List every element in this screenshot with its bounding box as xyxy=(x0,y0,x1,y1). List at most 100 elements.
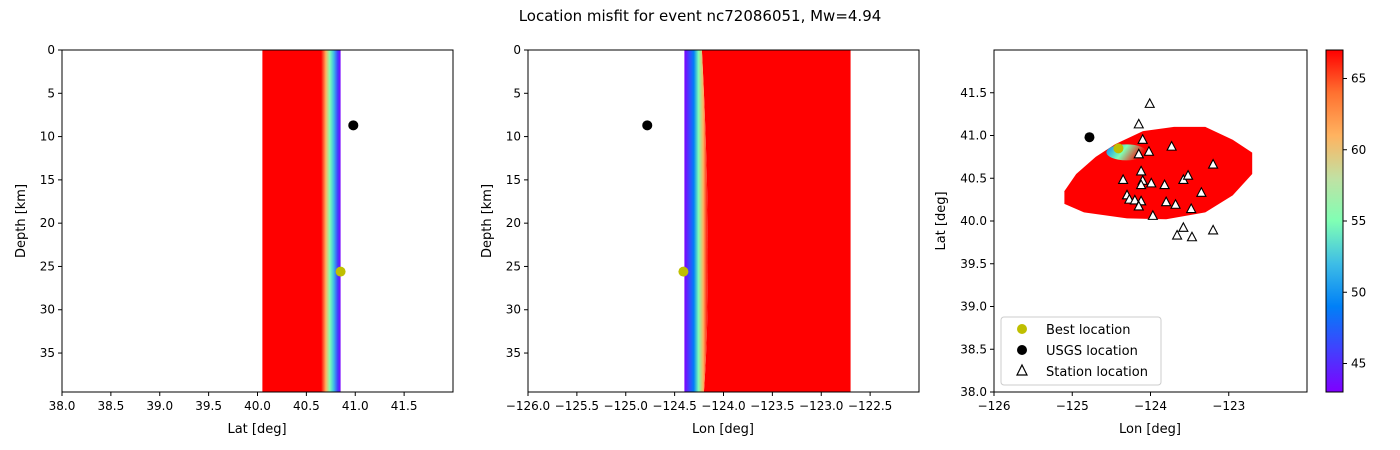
x-axis-ticks: −126.0 −125.5 −125.0 −124.5 −124.0 −123.5 −123… xyxy=(506,392,892,413)
misfit-gradient-band xyxy=(684,50,708,392)
y-tick-label: 40.5 xyxy=(960,171,987,185)
misfit-field-red xyxy=(701,50,851,392)
x-tick-label: −126 xyxy=(978,399,1011,413)
y-axis-ticks: 38.0 38.5 39.0 39.5 40.0 40.5 41.0 41.5 xyxy=(960,86,994,399)
colorbar-tick-label: 65 xyxy=(1351,72,1366,86)
x-axis-label: Lat [deg] xyxy=(227,422,286,437)
station-marker xyxy=(1145,177,1157,188)
y-tick-label: 39.5 xyxy=(960,257,987,271)
station-marker xyxy=(1133,148,1145,159)
x-tick-label: −125 xyxy=(1056,399,1089,413)
y-tick-label: 41.5 xyxy=(960,86,987,100)
colorbar-ticks: 45 50 55 60 65 xyxy=(1343,72,1366,371)
x-axis-label: Lon [deg] xyxy=(692,422,754,437)
misfit-field-lat-depth xyxy=(262,50,341,392)
x-tick-label: −123.0 xyxy=(799,399,843,413)
y-tick-label: 35 xyxy=(506,346,521,360)
x-tick-label: 38.0 xyxy=(49,399,76,413)
misfit-gradient-band xyxy=(321,50,341,392)
station-marker xyxy=(1143,145,1155,156)
station-marker xyxy=(1177,221,1189,232)
x-tick-label: −124 xyxy=(1134,399,1167,413)
y-tick-label: 40.0 xyxy=(960,214,987,228)
colorbar-tick-label: 55 xyxy=(1351,214,1366,228)
best-location-marker xyxy=(1113,143,1124,154)
y-tick-label: 41.0 xyxy=(960,129,987,143)
misfit-field-lon-depth xyxy=(684,50,851,392)
station-marker xyxy=(1117,173,1129,185)
station-markers xyxy=(1117,97,1219,242)
x-axis-label: Lon [deg] xyxy=(1119,422,1181,437)
station-marker xyxy=(1137,133,1149,144)
y-tick-label: 15 xyxy=(506,173,521,187)
station-marker xyxy=(1159,178,1170,190)
y-tick-label: 10 xyxy=(40,130,55,144)
colorbar-tick-label: 50 xyxy=(1351,285,1366,299)
x-tick-label: −124.5 xyxy=(652,399,696,413)
y-tick-label: 25 xyxy=(40,259,55,273)
legend-usgs-marker xyxy=(1017,345,1027,355)
x-tick-label: 40.0 xyxy=(244,399,271,413)
panel-lat-depth: 38.0 38.5 39.0 39.5 40.0 40.5 41.0 41.5 0 5 10 15 2… xyxy=(14,43,454,437)
legend-station-marker xyxy=(1016,363,1028,376)
x-tick-label: 41.5 xyxy=(391,399,418,413)
usgs-location-marker xyxy=(642,120,653,131)
x-tick-label: −126.0 xyxy=(506,399,550,413)
station-marker xyxy=(1144,97,1156,108)
figure-title: Location misfit for event nc72086051, Mw… xyxy=(519,7,882,25)
station-marker xyxy=(1170,198,1181,209)
x-axis-ticks: −126 −125 −124 −123 xyxy=(978,392,1245,413)
x-tick-label: 40.5 xyxy=(293,399,320,413)
usgs-location-marker xyxy=(1084,132,1095,143)
legend-best-label: Best location xyxy=(1046,323,1131,338)
y-tick-label: 38.5 xyxy=(960,342,987,356)
station-marker xyxy=(1135,165,1147,176)
legend-best-marker xyxy=(1017,324,1027,334)
y-tick-label: 10 xyxy=(506,130,521,144)
x-axis-ticks: 38.0 38.5 39.0 39.5 40.0 40.5 41.0 41.5 xyxy=(49,392,418,413)
x-tick-label: 41.0 xyxy=(342,399,369,413)
y-axis-label: Lat [deg] xyxy=(934,191,949,250)
station-marker xyxy=(1182,169,1194,180)
colorbar: 45 50 55 60 65 xyxy=(1325,49,1366,393)
x-tick-label: −124.0 xyxy=(701,399,745,413)
plot-frame xyxy=(61,49,454,393)
y-axis-ticks: 0 5 10 15 20 25 30 35 xyxy=(506,43,528,360)
x-tick-label: −122.5 xyxy=(848,399,892,413)
y-tick-label: 15 xyxy=(40,173,55,187)
legend-station-label: Station location xyxy=(1046,365,1148,380)
station-marker xyxy=(1129,194,1141,205)
station-marker xyxy=(1133,118,1145,129)
station-marker xyxy=(1135,178,1147,190)
best-location-marker xyxy=(335,266,346,277)
location-markers xyxy=(1084,132,1124,154)
y-tick-label: 0 xyxy=(513,43,521,57)
y-tick-label: 5 xyxy=(47,86,55,100)
usgs-location-marker xyxy=(348,120,359,131)
y-tick-label: 0 xyxy=(47,43,55,57)
y-tick-label: 30 xyxy=(506,303,521,317)
panel-lon-lat: −126 −125 −124 −123 38.0 38.5 39.0 39.5 40.0 40.… xyxy=(934,49,1308,437)
x-tick-label: 38.5 xyxy=(98,399,125,413)
station-marker xyxy=(1147,209,1159,220)
x-tick-label: 39.0 xyxy=(146,399,173,413)
x-tick-label: −123 xyxy=(1212,399,1245,413)
x-tick-label: −123.5 xyxy=(750,399,794,413)
station-marker xyxy=(1160,196,1172,207)
colorbar-gradient xyxy=(1325,49,1344,393)
y-tick-label: 5 xyxy=(513,86,521,100)
x-tick-label: −125.0 xyxy=(604,399,648,413)
y-tick-label: 38.0 xyxy=(960,385,987,399)
panel-lon-depth: −126.0 −125.5 −125.0 −124.5 −124.0 −123.5 −123… xyxy=(480,43,920,437)
location-markers xyxy=(335,120,359,277)
colorbar-tick-label: 60 xyxy=(1351,143,1366,157)
station-marker xyxy=(1207,158,1219,169)
y-tick-label: 30 xyxy=(40,303,55,317)
station-marker xyxy=(1186,231,1198,242)
location-markers xyxy=(642,120,689,277)
y-tick-label: 39.0 xyxy=(960,300,987,314)
legend: Best location USGS location Station loca… xyxy=(1000,316,1162,386)
colorbar-tick-label: 45 xyxy=(1351,357,1366,371)
misfit-field-red xyxy=(262,50,323,392)
